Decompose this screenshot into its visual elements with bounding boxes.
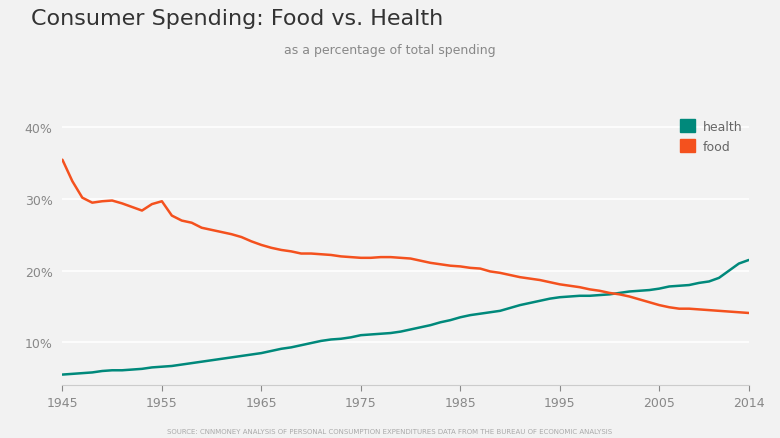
health bbox=[267, 349, 276, 354]
Line: health: health bbox=[62, 260, 749, 375]
Line: food: food bbox=[62, 160, 749, 313]
Text: SOURCE: CNNMONEY ANALYSIS OF PERSONAL CONSUMPTION EXPENDITURES DATA FROM THE BUR: SOURCE: CNNMONEY ANALYSIS OF PERSONAL CO… bbox=[168, 427, 612, 434]
food bbox=[217, 230, 226, 235]
food bbox=[744, 311, 753, 316]
health bbox=[58, 372, 67, 378]
health bbox=[436, 320, 445, 325]
Text: Consumer Spending: Food vs. Health: Consumer Spending: Food vs. Health bbox=[31, 9, 444, 29]
Text: as a percentage of total spending: as a percentage of total spending bbox=[284, 44, 496, 57]
health bbox=[744, 258, 753, 263]
food bbox=[635, 297, 644, 302]
food bbox=[436, 262, 445, 267]
Legend: health, food: health, food bbox=[680, 120, 743, 154]
health bbox=[237, 353, 246, 359]
food bbox=[644, 300, 654, 305]
food bbox=[237, 235, 246, 240]
health bbox=[217, 357, 226, 362]
health bbox=[644, 288, 654, 293]
health bbox=[635, 289, 644, 294]
food bbox=[267, 246, 276, 251]
food bbox=[58, 158, 67, 163]
